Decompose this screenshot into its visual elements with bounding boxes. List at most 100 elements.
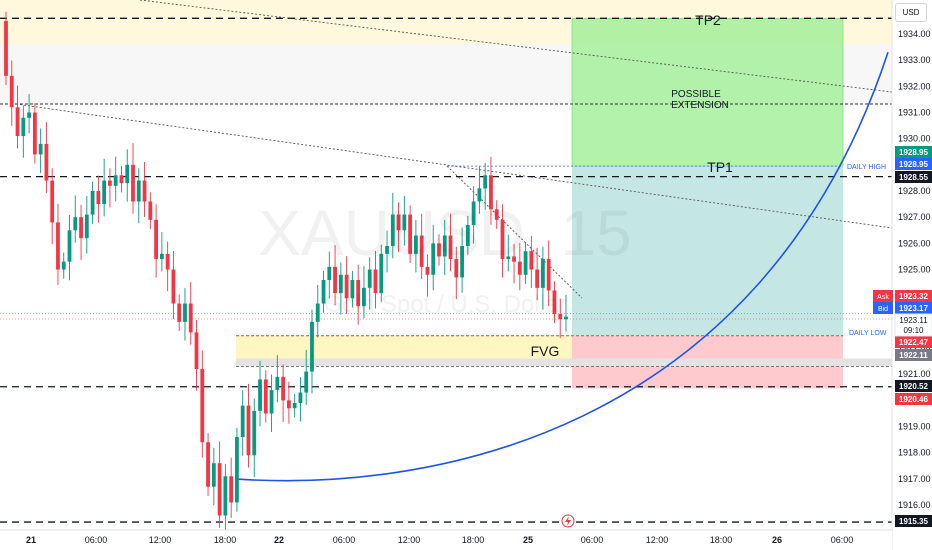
- candle[interactable]: [200, 368, 205, 443]
- candle[interactable]: [437, 243, 441, 257]
- candle[interactable]: [379, 253, 384, 294]
- candle[interactable]: [235, 437, 239, 503]
- candle[interactable]: [165, 253, 170, 270]
- candle[interactable]: [350, 279, 355, 299]
- candle[interactable]: [483, 175, 488, 189]
- candle[interactable]: [136, 180, 141, 202]
- candle[interactable]: [517, 261, 522, 275]
- candle[interactable]: [408, 214, 413, 254]
- price-axis[interactable]: [892, 0, 932, 550]
- candle[interactable]: [96, 191, 101, 205]
- candle[interactable]: [425, 266, 430, 275]
- candle[interactable]: [477, 188, 482, 202]
- candle[interactable]: [442, 235, 447, 257]
- candle[interactable]: [286, 400, 291, 409]
- candle[interactable]: [32, 112, 37, 155]
- candle[interactable]: [229, 476, 234, 503]
- candle[interactable]: [471, 201, 476, 226]
- candle[interactable]: [315, 303, 320, 322]
- candle[interactable]: [535, 269, 540, 288]
- descending-trendline[interactable]: [446, 165, 583, 299]
- candle[interactable]: [512, 256, 516, 262]
- candle[interactable]: [73, 217, 78, 231]
- candle[interactable]: [356, 279, 361, 307]
- candle[interactable]: [194, 332, 199, 369]
- candle[interactable]: [344, 274, 349, 299]
- candle[interactable]: [529, 251, 534, 270]
- candle[interactable]: [292, 402, 297, 409]
- candle[interactable]: [21, 117, 26, 137]
- candle[interactable]: [61, 261, 66, 270]
- candle[interactable]: [333, 266, 337, 294]
- candle[interactable]: [269, 389, 274, 414]
- candle[interactable]: [50, 180, 55, 223]
- candle[interactable]: [558, 314, 563, 320]
- candle[interactable]: [206, 442, 210, 487]
- candle[interactable]: [125, 164, 130, 184]
- candle[interactable]: [546, 259, 551, 291]
- candle[interactable]: [321, 279, 326, 304]
- candle[interactable]: [362, 287, 366, 307]
- candle[interactable]: [298, 392, 303, 403]
- candle[interactable]: [131, 164, 135, 202]
- candle[interactable]: [431, 243, 436, 275]
- candle[interactable]: [102, 180, 107, 205]
- candle[interactable]: [367, 269, 372, 288]
- currency-button[interactable]: USD: [895, 3, 927, 22]
- candle[interactable]: [223, 476, 228, 516]
- candle[interactable]: [500, 219, 505, 260]
- candle[interactable]: [113, 175, 118, 186]
- candle[interactable]: [396, 214, 401, 231]
- candle[interactable]: [142, 180, 147, 202]
- candle[interactable]: [240, 405, 245, 438]
- candle[interactable]: [541, 259, 545, 288]
- candle[interactable]: [489, 175, 493, 210]
- candle[interactable]: [211, 463, 216, 487]
- candle[interactable]: [183, 303, 187, 322]
- tp2-target-zone[interactable]: [571, 17, 844, 167]
- candle[interactable]: [523, 251, 528, 275]
- candle[interactable]: [338, 274, 343, 294]
- candle[interactable]: [263, 379, 268, 414]
- candle[interactable]: [506, 256, 511, 260]
- candle[interactable]: [402, 214, 407, 231]
- candle[interactable]: [564, 316, 568, 320]
- time-axis[interactable]: [0, 530, 892, 550]
- candle[interactable]: [159, 253, 164, 260]
- candle[interactable]: [171, 269, 176, 304]
- candle[interactable]: [465, 225, 470, 246]
- candle[interactable]: [552, 290, 557, 315]
- candle[interactable]: [327, 266, 332, 280]
- lower-trendline[interactable]: [15, 103, 893, 229]
- candle[interactable]: [494, 209, 499, 220]
- candle[interactable]: [90, 191, 95, 215]
- candle[interactable]: [252, 410, 257, 456]
- candle[interactable]: [454, 259, 459, 278]
- candle[interactable]: [246, 405, 251, 456]
- candle[interactable]: [188, 303, 193, 333]
- candle[interactable]: [15, 107, 20, 137]
- profit-zone[interactable]: [572, 166, 843, 336]
- candle[interactable]: [84, 214, 89, 239]
- projection-curve[interactable]: [234, 52, 889, 482]
- candle[interactable]: [419, 235, 424, 267]
- candle[interactable]: [38, 143, 43, 155]
- candle[interactable]: [79, 217, 83, 239]
- candle[interactable]: [281, 376, 286, 401]
- candle[interactable]: [27, 112, 31, 118]
- candle[interactable]: [119, 175, 124, 184]
- candle[interactable]: [275, 376, 280, 390]
- candle[interactable]: [258, 379, 262, 411]
- candle[interactable]: [148, 201, 153, 220]
- candle[interactable]: [448, 235, 453, 260]
- candle[interactable]: [390, 214, 395, 246]
- candle[interactable]: [413, 235, 418, 254]
- candle[interactable]: [154, 219, 159, 260]
- candle[interactable]: [217, 463, 222, 516]
- candle[interactable]: [67, 230, 72, 262]
- candle[interactable]: [310, 321, 314, 372]
- candle[interactable]: [177, 303, 182, 322]
- candle[interactable]: [385, 245, 389, 254]
- candle[interactable]: [108, 180, 112, 186]
